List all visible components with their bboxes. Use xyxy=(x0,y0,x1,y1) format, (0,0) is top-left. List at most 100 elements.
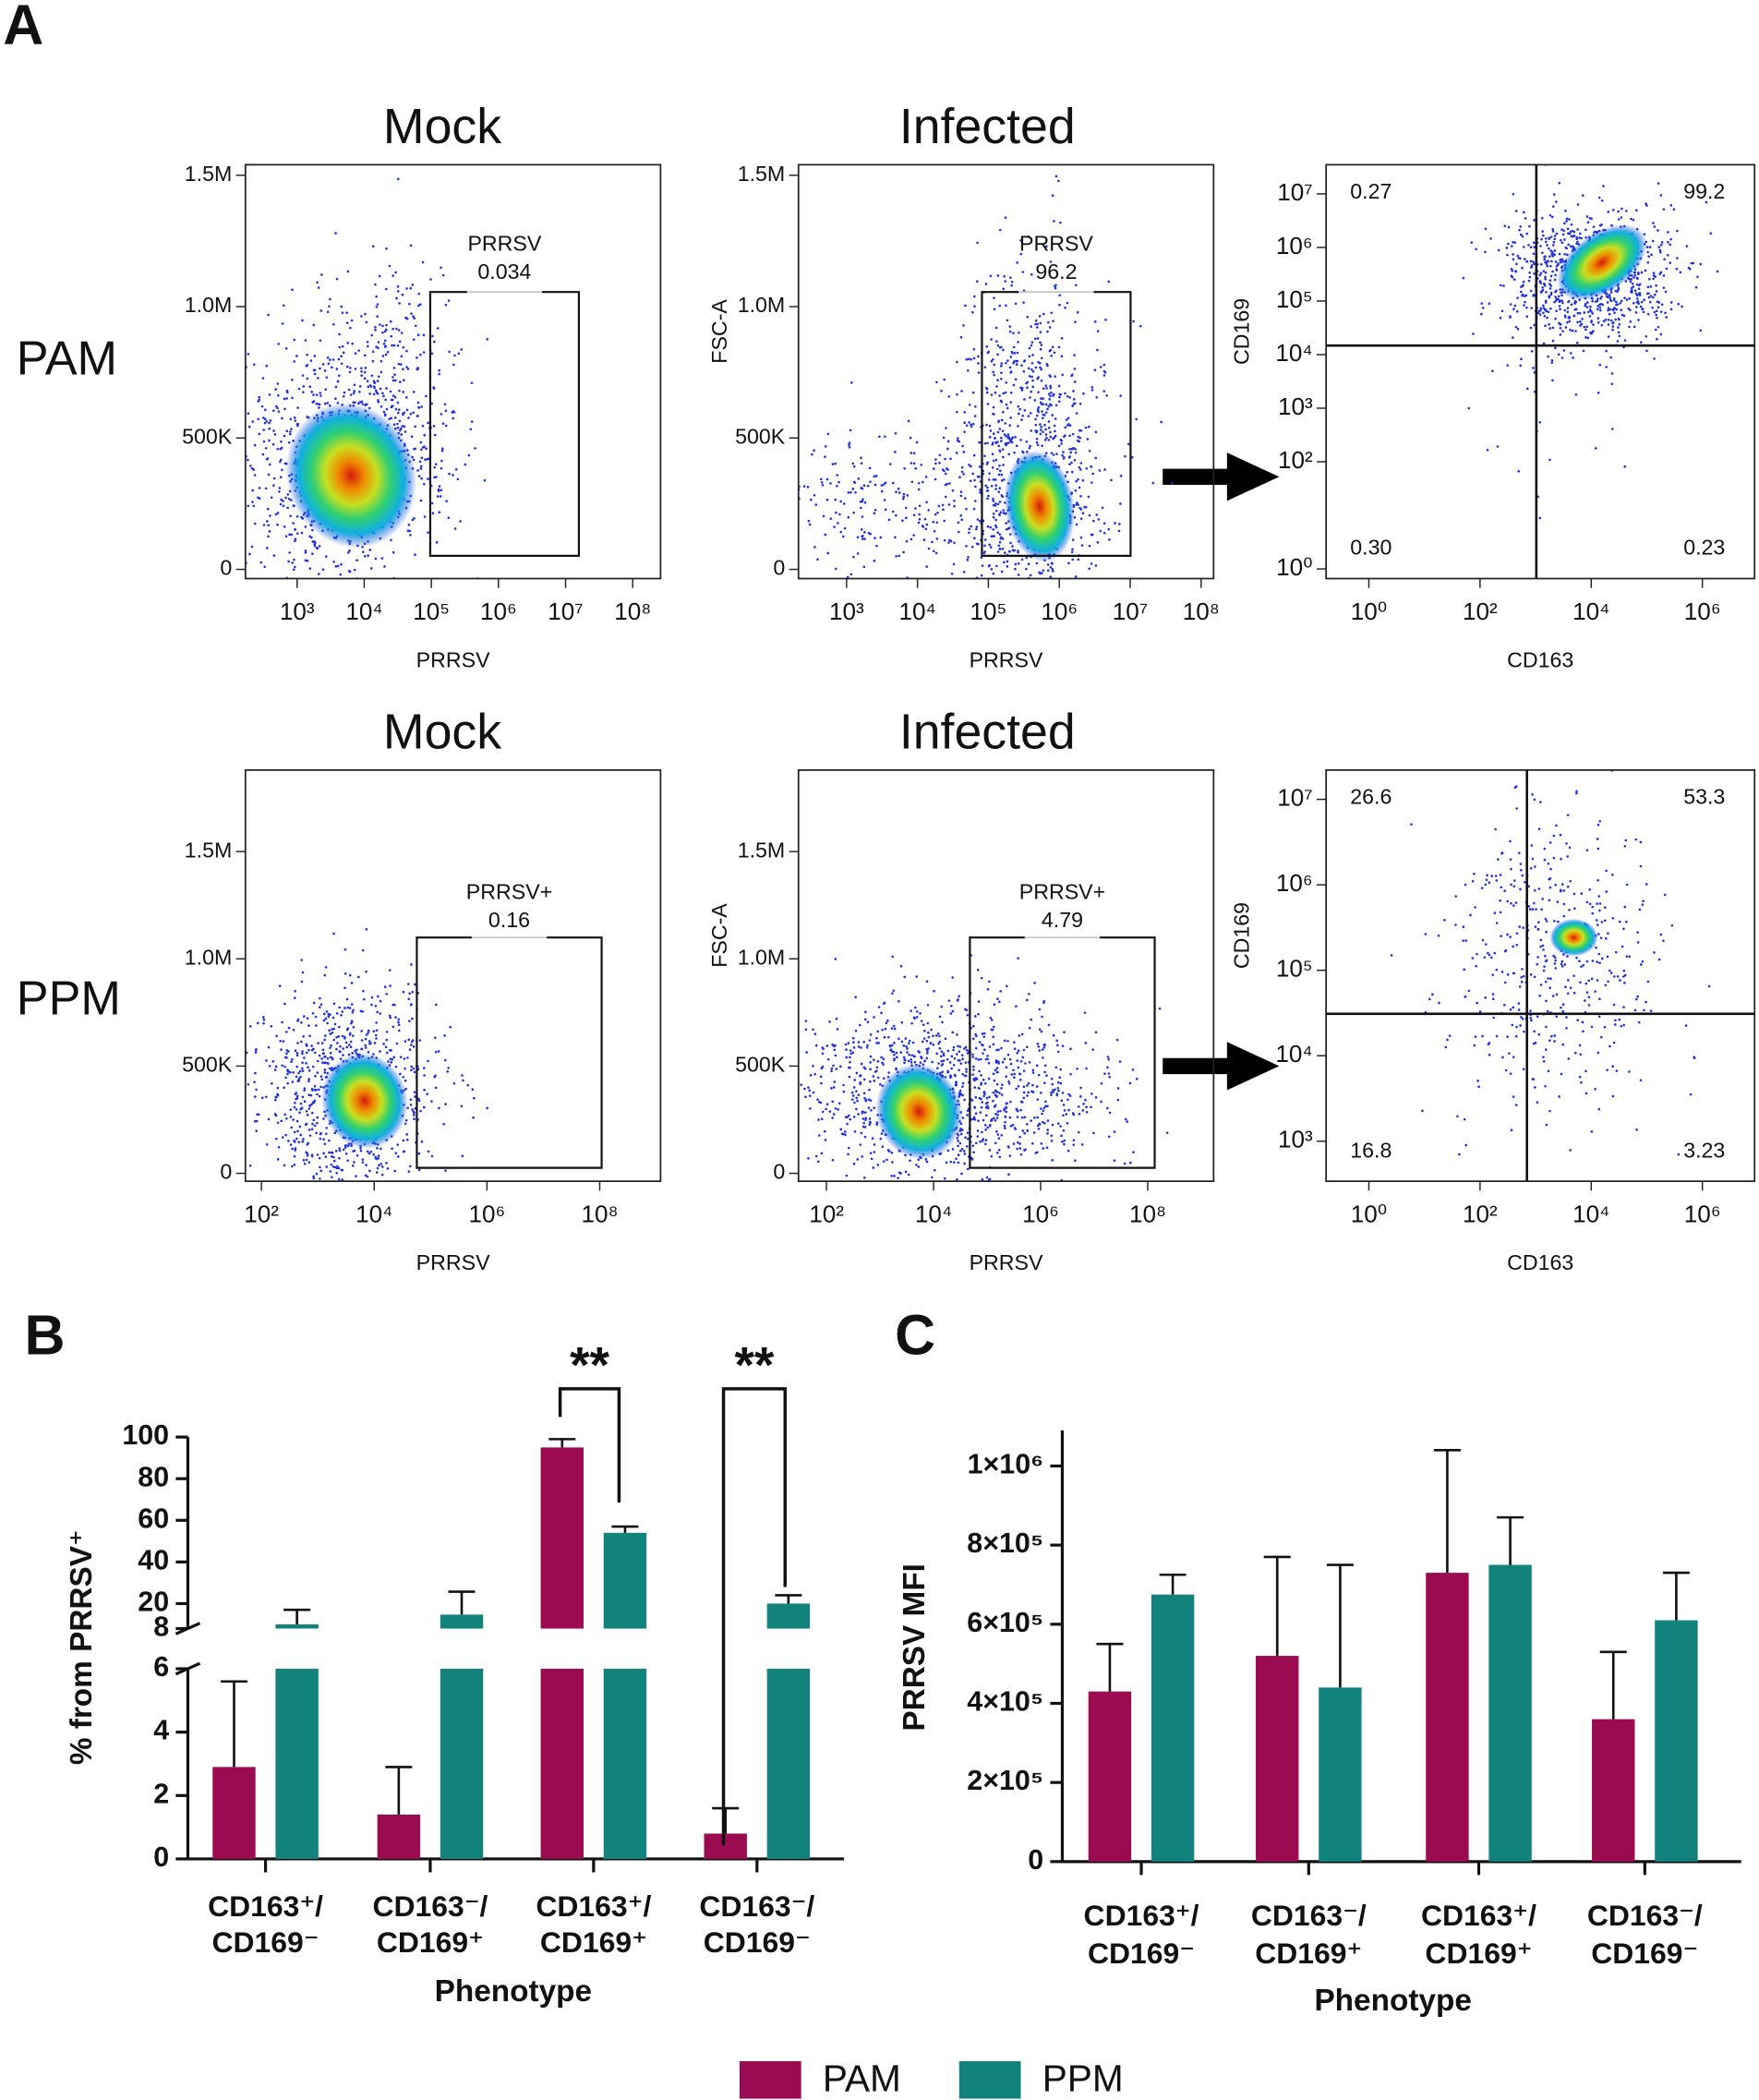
event-dot xyxy=(813,546,816,549)
event-dot xyxy=(312,1177,316,1180)
event-dot xyxy=(837,1108,839,1111)
event-dot xyxy=(1008,330,1012,333)
event-dot xyxy=(285,1031,288,1033)
event-dot xyxy=(295,355,298,357)
event-dot xyxy=(403,425,406,428)
event-dot xyxy=(340,305,343,308)
event-dot xyxy=(436,327,440,330)
event-dot xyxy=(406,1056,409,1059)
event-dot xyxy=(895,513,898,517)
event-dot xyxy=(978,441,981,444)
event-dot xyxy=(1004,280,1006,283)
event-dot xyxy=(1560,356,1564,359)
event-dot xyxy=(1027,562,1030,566)
event-dot xyxy=(846,1122,849,1126)
event-dot xyxy=(325,1010,329,1013)
event-dot xyxy=(252,468,256,471)
event-dot xyxy=(1583,311,1586,314)
event-dot xyxy=(256,1021,259,1025)
event-dot xyxy=(291,1080,295,1083)
event-dot xyxy=(1552,193,1556,196)
event-dot xyxy=(1042,430,1044,434)
event-dot xyxy=(816,1160,820,1164)
event-dot xyxy=(276,1121,280,1125)
event-dot xyxy=(346,1027,350,1030)
event-dot xyxy=(983,1124,987,1127)
event-dot xyxy=(848,1114,850,1117)
event-dot xyxy=(291,378,294,381)
event-dot xyxy=(263,417,267,421)
event-dot xyxy=(1090,1092,1093,1095)
event-dot xyxy=(1632,301,1635,305)
event-dot xyxy=(994,441,998,445)
event-dot xyxy=(1066,471,1068,474)
event-dot xyxy=(1558,321,1560,325)
event-dot xyxy=(1525,306,1528,309)
event-dot xyxy=(1550,361,1553,364)
event-dot xyxy=(1053,351,1056,355)
event-dot xyxy=(1039,423,1042,426)
event-dot xyxy=(390,1061,393,1064)
event-dot xyxy=(250,466,254,470)
event-dot xyxy=(385,1038,389,1042)
event-dot xyxy=(289,1143,293,1146)
event-dot xyxy=(350,1021,353,1025)
event-dot xyxy=(847,491,850,494)
event-dot xyxy=(1538,516,1542,520)
event-dot xyxy=(319,1169,323,1173)
event-dot xyxy=(309,359,313,362)
event-dot xyxy=(452,1081,456,1085)
event-dot xyxy=(247,1082,250,1086)
event-dot xyxy=(995,564,998,568)
event-dot xyxy=(903,1061,906,1065)
event-dot xyxy=(1560,241,1564,245)
event-dot xyxy=(974,500,977,502)
event-dot xyxy=(1514,210,1518,212)
event-dot xyxy=(926,1050,929,1053)
event-dot xyxy=(1090,562,1093,565)
event-dot xyxy=(295,1065,298,1068)
event-dot xyxy=(1586,221,1590,224)
event-dot xyxy=(1652,296,1655,299)
event-dot xyxy=(313,1051,317,1055)
event-dot xyxy=(1090,465,1092,468)
event-dot xyxy=(1063,1142,1066,1146)
event-dot xyxy=(483,478,487,482)
event-dot xyxy=(327,362,331,366)
event-dot xyxy=(846,1116,849,1118)
event-dot xyxy=(357,975,360,979)
event-dot xyxy=(1002,512,1006,514)
event-dot xyxy=(1035,441,1039,444)
event-dot xyxy=(1004,216,1007,219)
event-dot xyxy=(1010,350,1014,354)
event-dot xyxy=(925,980,929,984)
event-dot xyxy=(992,500,995,502)
event-dot xyxy=(223,477,226,480)
event-dot xyxy=(274,404,278,408)
event-dot xyxy=(252,504,256,508)
event-dot xyxy=(335,368,339,370)
event-dot xyxy=(967,556,970,559)
event-dot xyxy=(1087,495,1090,499)
event-dot xyxy=(1039,366,1042,369)
event-dot xyxy=(876,1164,880,1166)
event-dot xyxy=(972,356,976,360)
event-dot xyxy=(996,274,1000,277)
event-dot xyxy=(268,393,271,396)
event-dot xyxy=(951,583,954,585)
event-dot xyxy=(305,364,308,368)
event-dot xyxy=(1467,406,1471,410)
event-dot xyxy=(1543,284,1547,287)
event-dot xyxy=(1664,290,1668,294)
event-dot xyxy=(1632,325,1636,329)
event-dot xyxy=(956,437,959,440)
event-dot xyxy=(289,1108,292,1111)
event-dot xyxy=(873,1151,876,1153)
event-dot xyxy=(998,450,1002,453)
event-dot xyxy=(329,616,331,619)
event-dot xyxy=(1596,317,1600,320)
event-dot xyxy=(286,1081,289,1085)
event-dot xyxy=(354,352,357,356)
event-dot xyxy=(868,466,872,470)
gate-value: 0.16 xyxy=(488,908,530,932)
